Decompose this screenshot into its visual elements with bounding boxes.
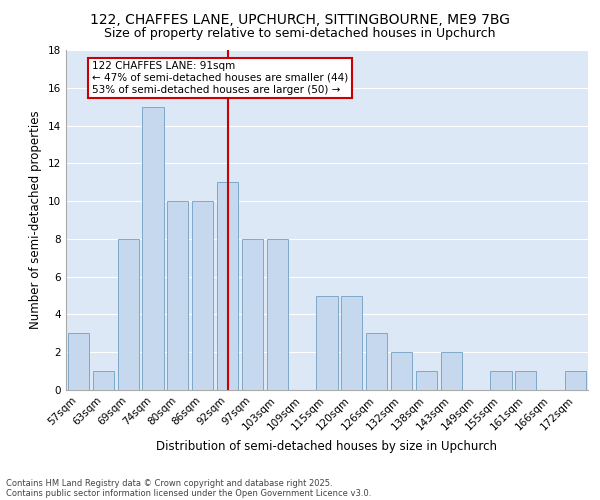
Bar (316, 296, 338, 390)
Bar (242, 239, 263, 390)
Bar (565, 371, 586, 390)
Bar (416, 371, 437, 390)
Bar (515, 371, 536, 390)
Y-axis label: Number of semi-detached properties: Number of semi-detached properties (29, 110, 43, 330)
Bar (267, 239, 288, 390)
Bar (341, 296, 362, 390)
Bar (142, 106, 164, 390)
X-axis label: Distribution of semi-detached houses by size in Upchurch: Distribution of semi-detached houses by … (157, 440, 497, 453)
Bar (490, 371, 512, 390)
Bar (192, 201, 213, 390)
Text: Contains HM Land Registry data © Crown copyright and database right 2025.: Contains HM Land Registry data © Crown c… (6, 478, 332, 488)
Bar (68, 334, 89, 390)
Bar (118, 239, 139, 390)
Bar (93, 371, 114, 390)
Bar (366, 334, 387, 390)
Text: 122, CHAFFES LANE, UPCHURCH, SITTINGBOURNE, ME9 7BG: 122, CHAFFES LANE, UPCHURCH, SITTINGBOUR… (90, 12, 510, 26)
Text: Contains public sector information licensed under the Open Government Licence v3: Contains public sector information licen… (6, 488, 371, 498)
Bar (217, 182, 238, 390)
Bar (167, 201, 188, 390)
Text: 122 CHAFFES LANE: 91sqm
← 47% of semi-detached houses are smaller (44)
53% of se: 122 CHAFFES LANE: 91sqm ← 47% of semi-de… (92, 62, 349, 94)
Bar (391, 352, 412, 390)
Text: Size of property relative to semi-detached houses in Upchurch: Size of property relative to semi-detach… (104, 28, 496, 40)
Bar (441, 352, 462, 390)
